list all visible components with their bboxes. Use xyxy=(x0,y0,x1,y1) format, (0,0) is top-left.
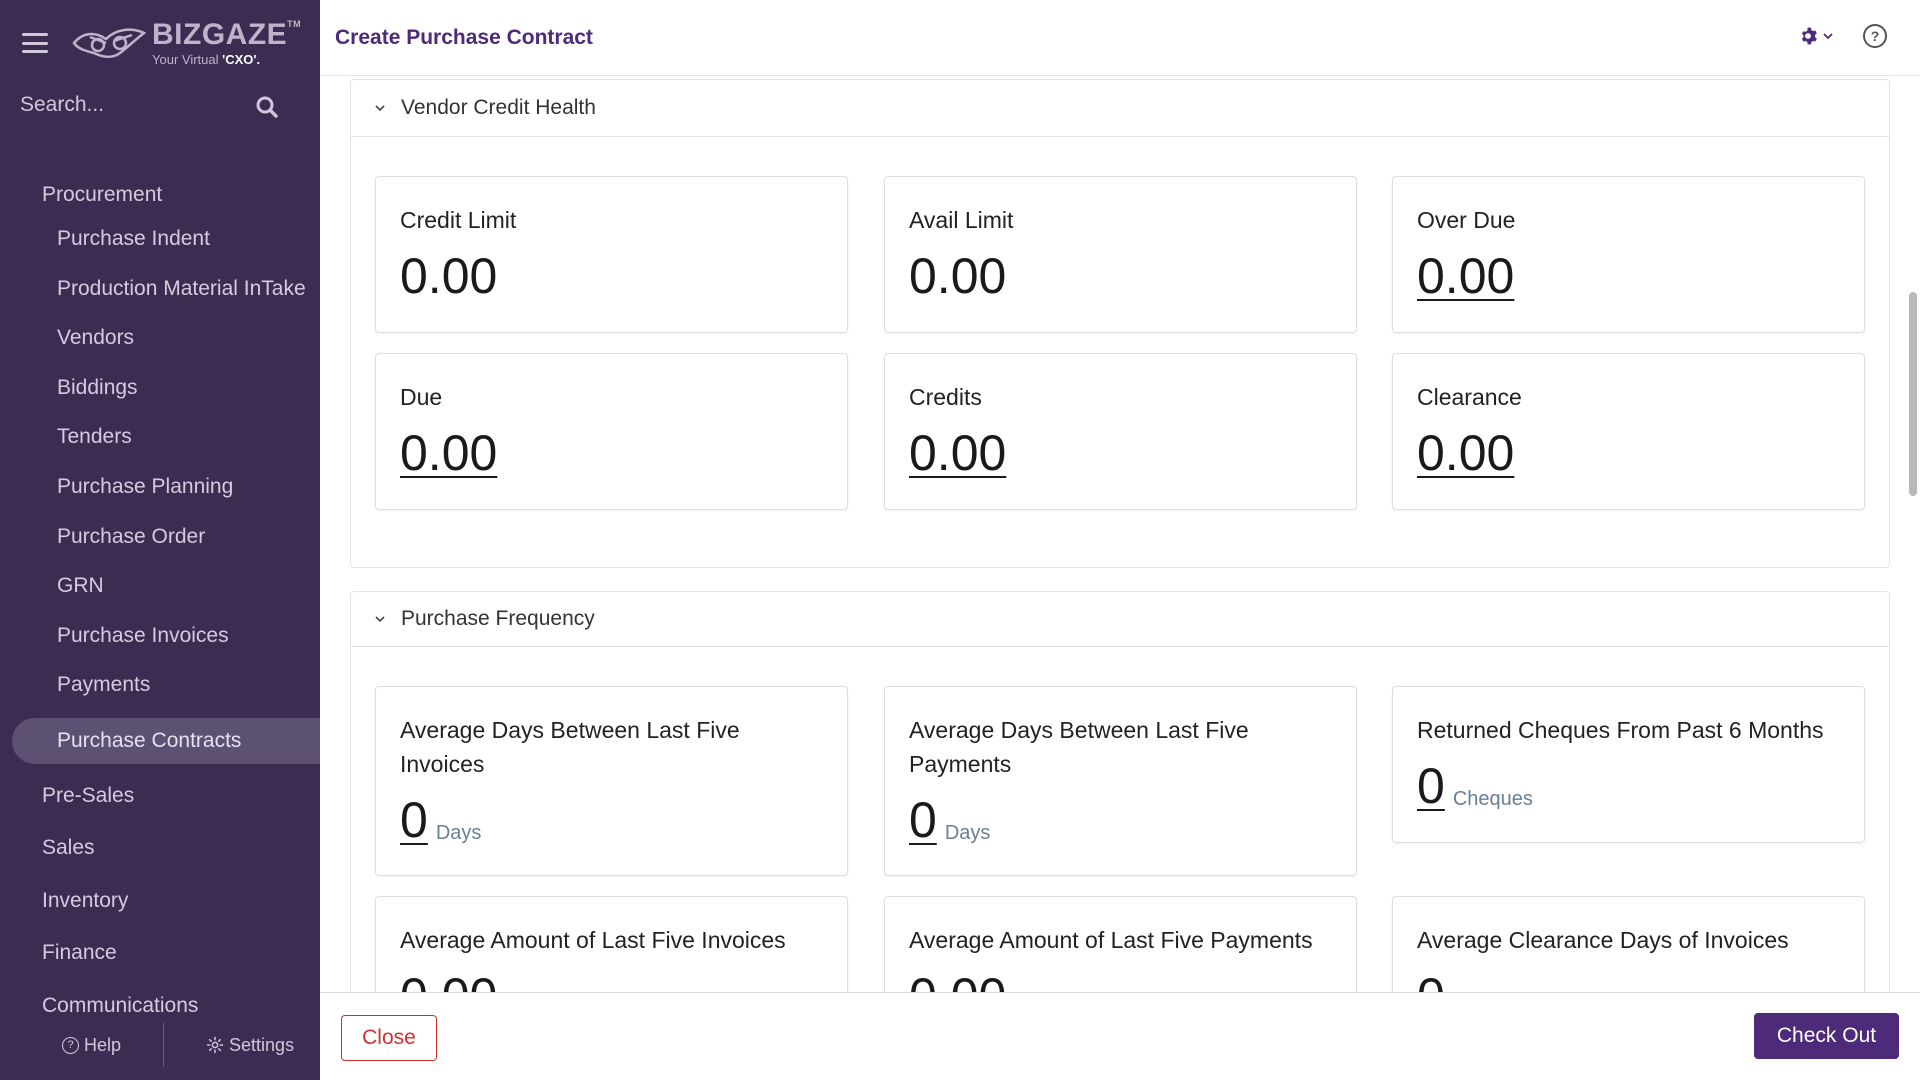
search-input[interactable] xyxy=(20,93,260,117)
avg-amount-payments-value-link[interactable]: 0.00 xyxy=(909,971,1332,992)
sidebar-topbar: BIZGAZETM Your Virtual 'CXO'. xyxy=(0,0,320,86)
value-row: 0 Cheques xyxy=(1417,761,1840,811)
value-row: 0 Days xyxy=(400,795,823,845)
section-title: Purchase Frequency xyxy=(401,607,595,630)
card-label: Clearance xyxy=(1417,384,1522,410)
page-header: Create Purchase Contract ? xyxy=(320,0,1920,76)
clearance-card: Clearance 0.00 xyxy=(1392,353,1865,510)
sidebar-item-inventory[interactable]: Inventory xyxy=(42,888,129,912)
card-label: Average Amount of Last Five Invoices xyxy=(400,927,786,953)
sidebar-item-biddings[interactable]: Biddings xyxy=(57,375,138,399)
sidebar-item-purchase-indent[interactable]: Purchase Indent xyxy=(57,227,210,250)
card-label: Average Amount of Last Five Payments xyxy=(909,927,1313,953)
credits-card: Credits 0.00 xyxy=(884,353,1357,510)
due-value-link[interactable]: 0.00 xyxy=(400,425,498,481)
sidebar-item-purchase-invoices[interactable]: Purchase Invoices xyxy=(57,623,229,647)
help-icon[interactable]: ? xyxy=(1863,24,1887,48)
chevron-down-icon xyxy=(1822,30,1834,42)
logo: BIZGAZETM Your Virtual 'CXO'. xyxy=(72,20,301,66)
due-card: Due 0.00 xyxy=(375,353,848,510)
search-icon[interactable] xyxy=(254,94,280,120)
sidebar-item-grn[interactable]: GRN xyxy=(57,574,104,598)
avail-limit-card: Avail Limit 0.00 xyxy=(884,176,1357,333)
logo-tagline: Your Virtual 'CXO'. xyxy=(152,52,261,67)
card-label: Returned Cheques From Past 6 Months xyxy=(1417,717,1824,743)
page-title: Create Purchase Contract xyxy=(335,25,593,49)
avg-clearance-days-value-link[interactable]: 0 xyxy=(1417,971,1840,992)
card-unit: Days xyxy=(944,822,991,844)
over-due-value-link[interactable]: 0.00 xyxy=(1417,248,1515,304)
chevron-down-icon xyxy=(373,101,387,115)
card-label: Average Days Between Last Five Payments xyxy=(909,717,1249,777)
card-label: Credit Limit xyxy=(400,207,517,233)
sidebar-help-link[interactable]: ? Help xyxy=(62,1035,121,1056)
avg-days-invoices-value-link[interactable]: 0 xyxy=(400,792,428,848)
sidebar-menu: Procurement Purchase Indent Production M… xyxy=(0,170,320,1032)
card-label: Credits xyxy=(909,384,982,410)
sidebar-item-production-material-intake[interactable]: Production Material InTake xyxy=(57,276,306,300)
chevron-down-icon xyxy=(373,612,387,626)
section-title: Vendor Credit Health xyxy=(401,96,596,119)
avg-days-payments-value-link[interactable]: 0 xyxy=(909,792,937,848)
returned-cheques-value-link[interactable]: 0 xyxy=(1417,758,1445,814)
hamburger-menu-icon[interactable] xyxy=(22,33,48,53)
avg-amount-invoices-card: Average Amount of Last Five Invoices 0.0… xyxy=(375,896,848,992)
credits-value-link[interactable]: 0.00 xyxy=(909,425,1007,481)
sidebar-item-vendors[interactable]: Vendors xyxy=(57,326,135,350)
card-unit: Days xyxy=(435,822,482,844)
card-label: Average Days Between Last Five Invoices xyxy=(400,717,740,777)
card-label: Over Due xyxy=(1417,207,1516,233)
sidebar-help-label: Help xyxy=(84,1034,122,1055)
avg-days-invoices-card: Average Days Between Last Five Invoices … xyxy=(375,686,848,876)
main-panel: Create Purchase Contract ? Vendor Credit… xyxy=(320,0,1920,1080)
page-footer: Close Check Out xyxy=(320,992,1920,1080)
returned-cheques-card: Returned Cheques From Past 6 Months 0 Ch… xyxy=(1392,686,1865,843)
clearance-value-link[interactable]: 0.00 xyxy=(1417,425,1515,481)
card-label: Average Clearance Days of Invoices xyxy=(1417,927,1789,953)
sidebar-search xyxy=(0,86,320,124)
close-button[interactable]: Close xyxy=(341,1015,437,1061)
avg-amount-payments-card: Average Amount of Last Five Payments 0.0… xyxy=(884,896,1357,992)
avg-amount-invoices-value-link[interactable]: 0.00 xyxy=(400,971,823,992)
sidebar-settings-link[interactable]: Settings xyxy=(206,1035,294,1056)
scrollbar-thumb[interactable] xyxy=(1909,292,1917,496)
content-area: Vendor Credit Health Credit Limit 0.00 A… xyxy=(320,76,1920,992)
vendor-credit-health-section: Vendor Credit Health Credit Limit 0.00 A… xyxy=(350,79,1890,568)
card-value: 0.00 xyxy=(400,248,498,304)
card-label: Due xyxy=(400,384,443,410)
sidebar-footer: ? Help Settings xyxy=(0,1010,320,1080)
value-row: 0 Days xyxy=(909,795,1332,845)
check-out-button[interactable]: Check Out xyxy=(1754,1013,1899,1059)
over-due-card: Over Due 0.00 xyxy=(1392,176,1865,333)
credit-limit-card: Credit Limit 0.00 xyxy=(375,176,848,333)
sidebar-settings-label: Settings xyxy=(229,1034,295,1055)
logo-title: BIZGAZETM xyxy=(152,18,302,51)
avg-days-payments-card: Average Days Between Last Five Payments … xyxy=(884,686,1357,876)
vendor-credit-health-header[interactable]: Vendor Credit Health xyxy=(351,80,1889,137)
vertical-scrollbar[interactable] xyxy=(1906,76,1920,992)
sidebar: BIZGAZETM Your Virtual 'CXO'. Procuremen… xyxy=(0,0,320,1080)
sidebar-footer-divider xyxy=(163,1023,165,1067)
purchase-frequency-section: Purchase Frequency Average Days Between … xyxy=(350,591,1890,992)
owl-logo-icon xyxy=(72,23,147,63)
sidebar-item-purchase-order[interactable]: Purchase Order xyxy=(57,524,206,548)
purchase-frequency-header[interactable]: Purchase Frequency xyxy=(351,592,1889,647)
sidebar-item-communications[interactable]: Communications xyxy=(42,993,199,1017)
card-label: Avail Limit xyxy=(909,207,1014,233)
avg-clearance-days-card: Average Clearance Days of Invoices 0 xyxy=(1392,896,1865,992)
sidebar-item-payments[interactable]: Payments xyxy=(57,673,151,697)
gear-outline-icon xyxy=(206,1036,224,1054)
gear-icon xyxy=(1798,26,1818,46)
card-value: 0.00 xyxy=(909,248,1007,304)
sidebar-item-purchase-contracts[interactable]: Purchase Contracts xyxy=(12,717,320,764)
sidebar-item-tenders[interactable]: Tenders xyxy=(57,425,132,449)
sidebar-item-purchase-planning[interactable]: Purchase Planning xyxy=(57,474,234,498)
help-circle-icon: ? xyxy=(62,1036,79,1054)
card-unit: Cheques xyxy=(1452,788,1533,810)
settings-dropdown[interactable] xyxy=(1798,26,1834,46)
sidebar-item-procurement[interactable]: Procurement xyxy=(42,183,163,206)
sidebar-item-sales[interactable]: Sales xyxy=(42,836,95,860)
sidebar-item-pre-sales[interactable]: Pre-Sales xyxy=(42,783,135,807)
sidebar-item-finance[interactable]: Finance xyxy=(42,941,117,965)
